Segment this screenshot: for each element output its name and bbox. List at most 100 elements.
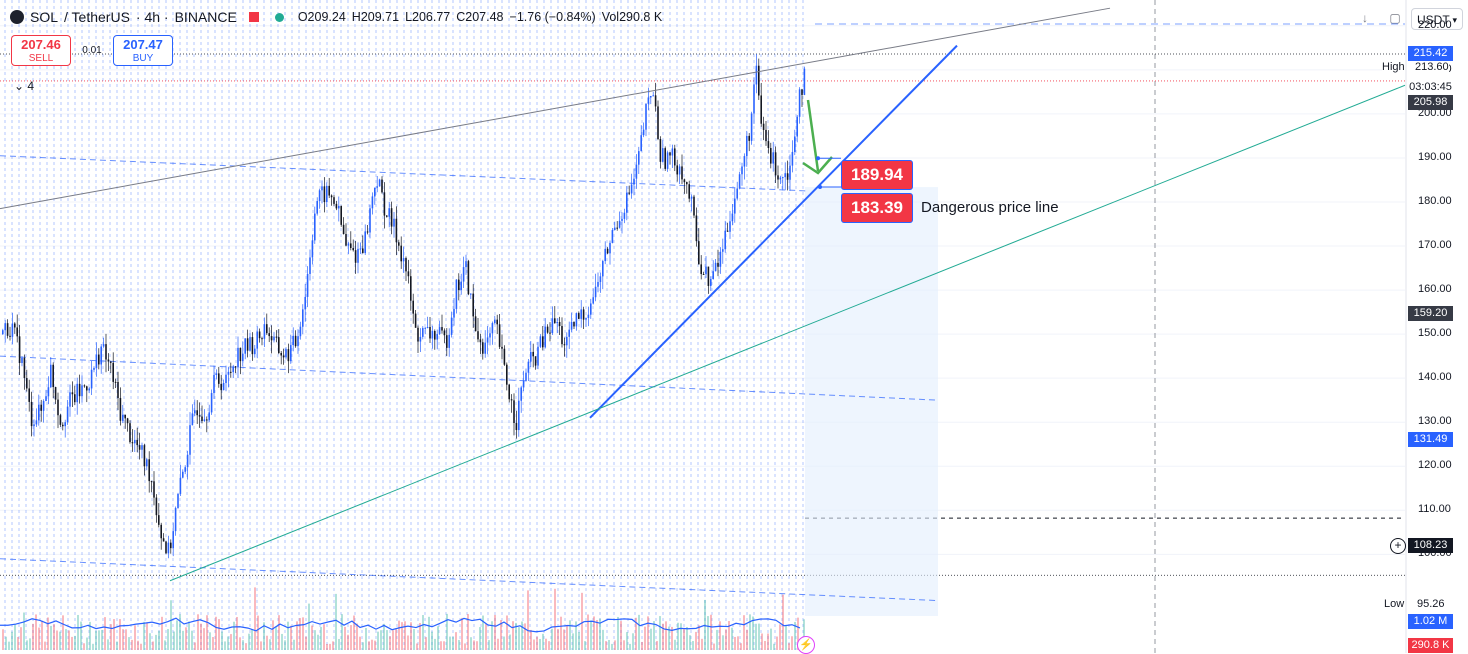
plus-icon[interactable]: +	[1390, 538, 1406, 554]
upper-channel	[0, 7, 1111, 210]
maximize-icon[interactable]: ▢	[1389, 11, 1401, 25]
volume-bar	[701, 638, 703, 650]
candle-body	[681, 166, 683, 180]
indicators-toggle[interactable]: ⌄ 4	[14, 79, 34, 93]
price-tick-label: 170.00	[1418, 239, 1452, 252]
volume-bar	[269, 639, 271, 650]
price-tag-159: 159.20	[1408, 306, 1453, 321]
volume-bar	[113, 619, 115, 650]
volume-bar	[668, 626, 670, 650]
candle-body	[201, 416, 203, 422]
candle-body	[503, 348, 506, 365]
volume-bar	[641, 641, 643, 650]
volume-bar	[539, 638, 541, 650]
candle-body	[232, 366, 234, 373]
candle-body	[47, 387, 50, 397]
candle-body	[326, 185, 328, 203]
candle-body	[506, 364, 508, 385]
candle-body	[465, 261, 467, 268]
volume-bar	[434, 638, 436, 650]
candle-body	[381, 179, 383, 193]
volume-bar	[416, 643, 418, 650]
volume-bar	[719, 621, 721, 650]
candle-body	[616, 227, 618, 229]
volume-bar	[497, 638, 499, 650]
candle-body	[765, 129, 767, 142]
volume-bar	[482, 615, 484, 650]
candle-body	[40, 404, 42, 411]
flash-icon[interactable]: ⚡	[797, 636, 815, 654]
sell-price: 207.46	[21, 37, 61, 52]
candle-body	[597, 281, 599, 287]
candle-body	[770, 148, 772, 164]
target-price-1[interactable]: 189.94	[841, 160, 913, 190]
candle-body	[347, 243, 350, 246]
candle-body	[227, 371, 230, 375]
candle-body	[537, 346, 539, 366]
candle-body	[424, 327, 426, 329]
price-tick-label: 160.00	[1418, 283, 1452, 296]
candle-body	[436, 334, 438, 340]
candle-body	[306, 273, 309, 297]
candle-body	[330, 195, 333, 198]
arrow-down-icon[interactable]: ↓	[1362, 11, 1368, 25]
sell-label: SELL	[28, 53, 54, 64]
candle-body	[491, 323, 494, 334]
trendlines	[0, 7, 1406, 582]
volume-bar	[476, 641, 478, 650]
candle-body	[707, 266, 710, 286]
volume-bar	[98, 630, 100, 650]
volume-bar	[533, 639, 535, 650]
target-price-2[interactable]: 183.39	[841, 193, 913, 223]
candle-body	[210, 393, 213, 413]
volume-bar	[536, 636, 538, 650]
candle-body	[357, 248, 359, 263]
candle-body	[395, 218, 398, 243]
volume-bar	[65, 629, 67, 650]
candle-body	[604, 248, 606, 262]
volume-bar	[740, 643, 742, 650]
candle-body	[16, 327, 18, 337]
volume-bar	[509, 634, 511, 650]
volume-bar	[197, 614, 199, 650]
volume-bar	[542, 633, 544, 650]
currency-select[interactable]: USDT ▾	[1411, 8, 1463, 30]
ohlc-close: C207.48	[456, 10, 504, 24]
sell-button[interactable]: 207.46 SELL	[11, 35, 71, 66]
ohlc-high: H209.71	[351, 10, 400, 24]
volume-bar	[443, 641, 445, 650]
candle-body	[570, 321, 573, 330]
dangerous-price-note[interactable]: Dangerous price line	[921, 199, 1059, 216]
symbol-name[interactable]: SOL	[30, 9, 59, 25]
candle-body	[333, 197, 335, 204]
volume-bar	[158, 630, 160, 650]
volume-ma-tag: 1.02 M	[1408, 614, 1453, 629]
candle-body	[635, 164, 638, 179]
volume-bar	[137, 640, 139, 650]
candle-body	[148, 459, 150, 482]
volume-bar	[77, 614, 79, 650]
candle-body	[302, 309, 304, 327]
chevron-down-icon: ▾	[1452, 15, 1457, 25]
candle-body	[544, 326, 546, 348]
volume-bar	[23, 612, 25, 650]
volume-bar	[569, 620, 571, 650]
volume-bar	[377, 631, 379, 650]
volume-bar	[677, 622, 679, 650]
candle-body	[534, 356, 537, 366]
volume-bar	[608, 639, 610, 650]
candle-body	[107, 359, 110, 362]
chevron-down-icon: ⌄	[14, 79, 25, 93]
volume-bar	[506, 615, 508, 650]
buy-button[interactable]: 207.47 BUY	[113, 35, 173, 66]
volume-bar	[11, 631, 13, 650]
flag-icon[interactable]	[248, 12, 259, 22]
price-tick-label: 110.00	[1418, 503, 1451, 516]
volume-bar	[653, 621, 655, 650]
candle-body	[412, 300, 414, 314]
candle-body	[645, 103, 647, 130]
volume-bar	[287, 621, 289, 650]
symbol-interval[interactable]: · 4h ·	[135, 9, 169, 25]
candle-body	[112, 362, 114, 382]
